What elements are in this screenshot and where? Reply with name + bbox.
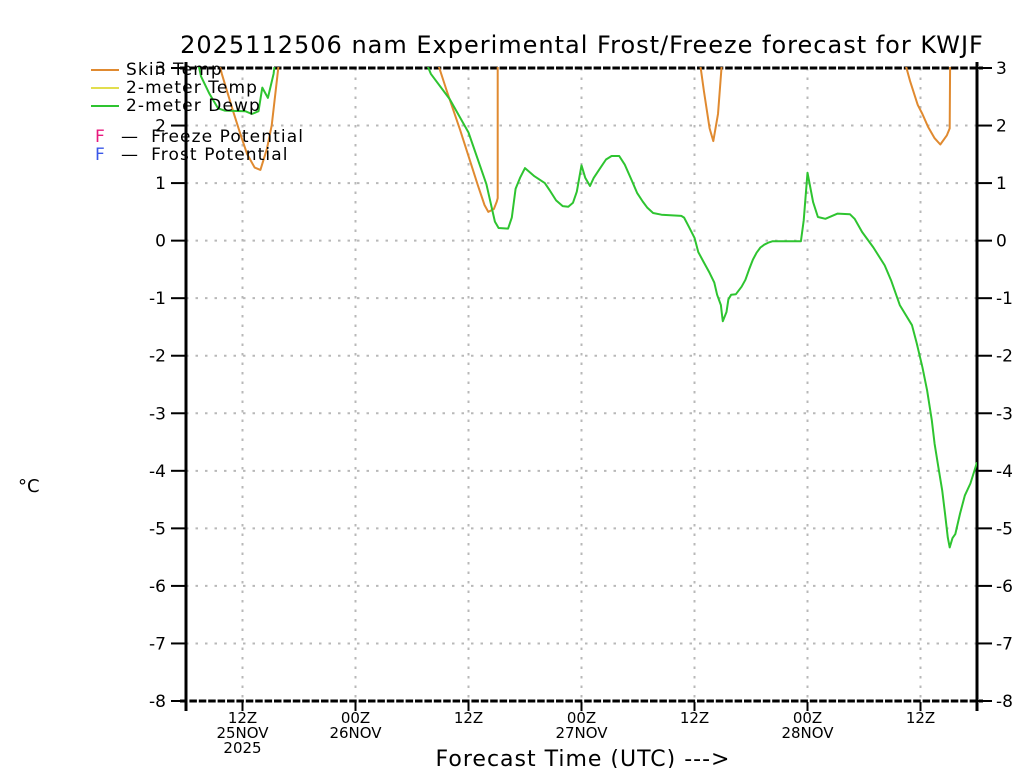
legend-item-2m-dewp: 2-meter Dewp — [91, 96, 261, 116]
x-axis-label: Forecast Time (UTC) ---> — [435, 747, 731, 768]
y-tick-label-right: -3 — [996, 404, 1013, 424]
page-title: 2025112506 nam Experimental Frost/Freeze… — [180, 31, 984, 59]
x-tick-label: 12Z — [228, 709, 257, 727]
y-tick-label-left: 3 — [155, 59, 166, 79]
y-tick-label-left: 0 — [155, 232, 166, 252]
x-tick-label: 00Z — [793, 709, 822, 727]
legend-item-freeze-potential: F — Freeze Potential — [95, 127, 305, 147]
legend-item-skin-temp: Skin Temp — [91, 60, 223, 80]
legend-dash: — — [121, 145, 140, 165]
legend-label: Freeze Potential — [151, 127, 305, 147]
y-tick-label-left: -2 — [149, 347, 166, 367]
legend-dash: — — [121, 127, 140, 147]
y-tick-label-right: -2 — [996, 347, 1013, 367]
2m-temp-line-swatch — [91, 87, 119, 89]
x-tick-label: 26NOV — [329, 724, 382, 742]
y-tick-label-left: -7 — [149, 634, 166, 654]
x-tick-label: 12Z — [454, 709, 483, 727]
y-tick-label-left: 1 — [155, 174, 166, 194]
series-skin-temp — [437, 67, 499, 213]
y-tick-label-right: -1 — [996, 289, 1013, 309]
y-tick-label-right: -6 — [996, 577, 1013, 597]
series-skin-temp — [905, 67, 952, 146]
x-tick-label: 28NOV — [781, 724, 834, 742]
legend-item-2m-temp: 2-meter Temp — [91, 78, 258, 98]
y-tick-label-right: -5 — [996, 519, 1013, 539]
series-skin-temp — [219, 67, 280, 171]
y-tick-label-left: 2 — [155, 117, 166, 137]
y-tick-label-right: -8 — [996, 692, 1013, 712]
y-tick-label-left: -1 — [149, 289, 166, 309]
y-tick-label-left: -4 — [149, 462, 166, 482]
y-tick-label-right: 2 — [996, 117, 1007, 137]
y-axis-label: °C — [18, 476, 40, 497]
series-2-meter-dewp — [426, 67, 977, 549]
legend-label: Frost Potential — [151, 145, 289, 165]
legend-label: 2-meter Dewp — [126, 96, 261, 116]
y-tick-label-right: 0 — [996, 232, 1007, 252]
x-tick-label: 2025 — [223, 739, 261, 757]
legend-label: Skin Temp — [126, 60, 223, 80]
freeze-potential-letter: F — [95, 127, 106, 147]
x-tick-label: 12Z — [680, 709, 709, 727]
y-tick-label-left: -5 — [149, 519, 166, 539]
y-tick-label-right: -7 — [996, 634, 1013, 654]
2m-dewp-line-swatch — [91, 105, 119, 107]
skin-temp-line-swatch — [91, 69, 119, 71]
frost-potential-letter: F — [95, 145, 106, 165]
x-tick-label: 25NOV — [216, 724, 269, 742]
y-tick-label-left: -6 — [149, 577, 166, 597]
y-tick-label-right: 3 — [996, 59, 1007, 79]
x-tick-label: 12Z — [906, 709, 935, 727]
x-tick-label: 00Z — [567, 709, 596, 727]
legend-label: 2-meter Temp — [126, 78, 258, 98]
legend-item-frost-potential: F — Frost Potential — [95, 145, 289, 165]
x-tick-label: 27NOV — [555, 724, 608, 742]
y-tick-label-right: -4 — [996, 462, 1013, 482]
x-tick-label: 00Z — [341, 709, 370, 727]
y-tick-label-right: 1 — [996, 174, 1007, 194]
series-2-meter-dewp — [197, 67, 276, 115]
y-tick-label-left: -8 — [149, 692, 166, 712]
series-skin-temp — [699, 67, 723, 143]
y-tick-label-left: -3 — [149, 404, 166, 424]
